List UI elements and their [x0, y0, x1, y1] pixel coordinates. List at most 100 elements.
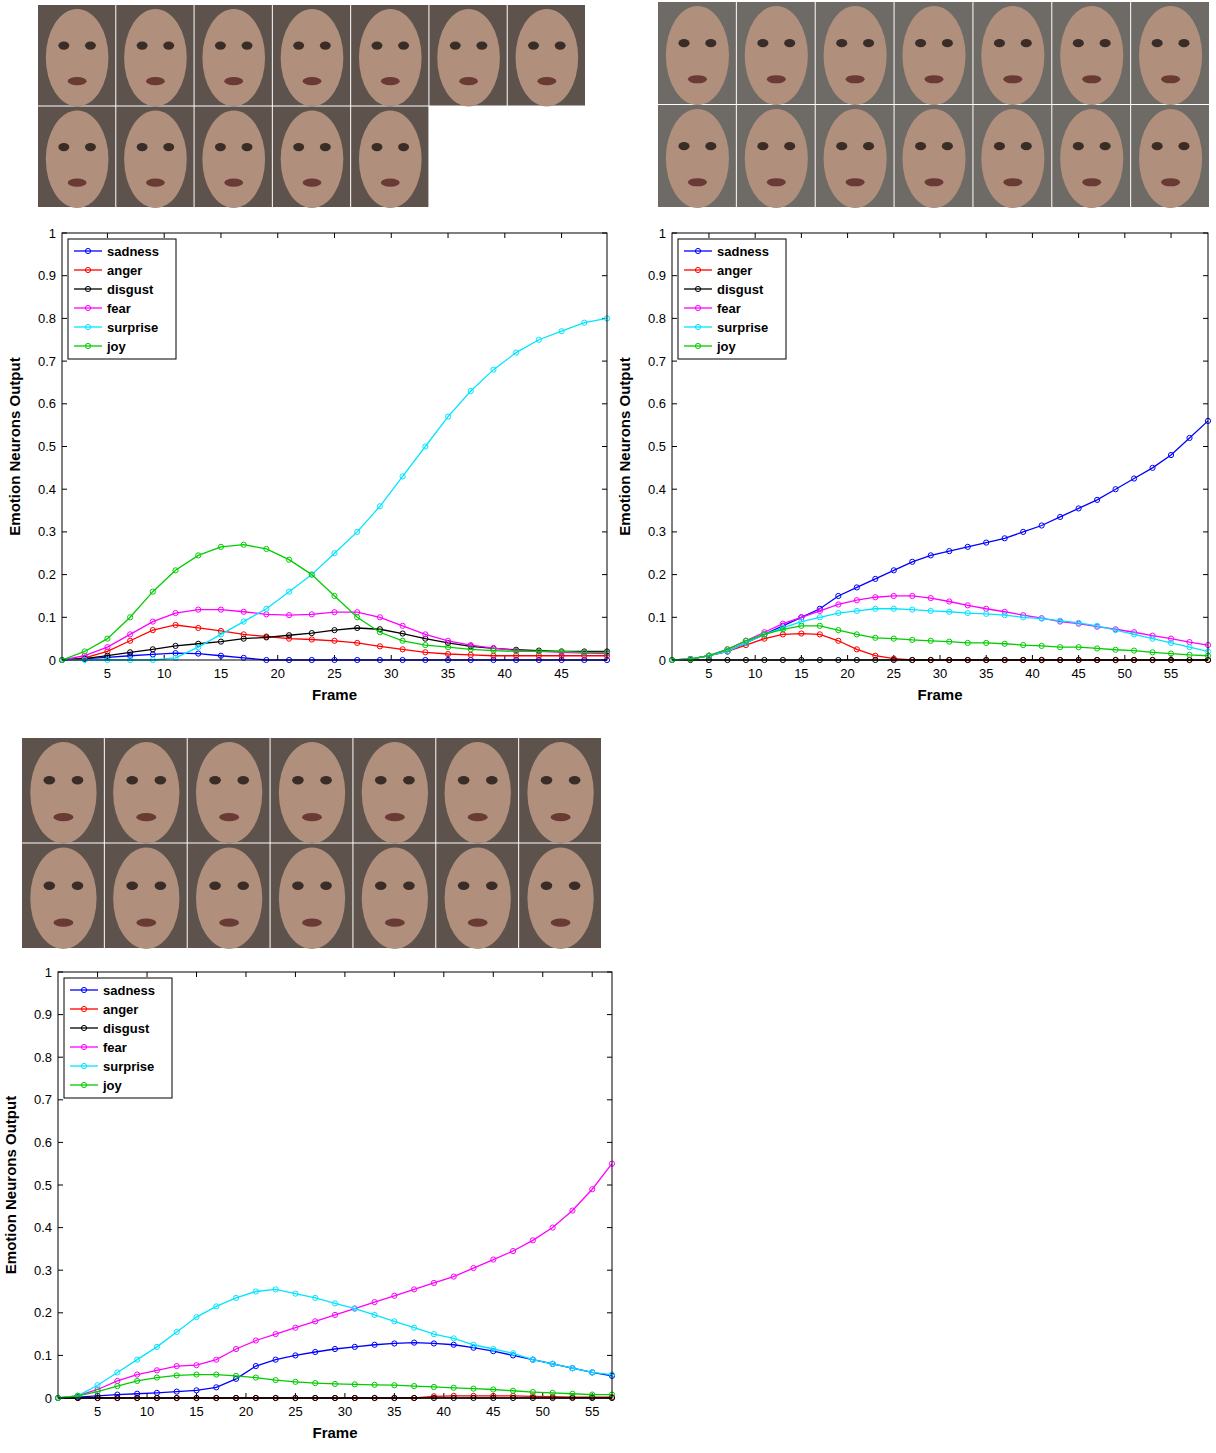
photo-bg: [658, 105, 736, 207]
x-tick-label: 35: [441, 666, 455, 681]
marker: [510, 1351, 515, 1356]
marker: [891, 568, 896, 573]
mouth: [459, 77, 478, 85]
x-axis-title: Frame: [312, 1424, 357, 1441]
x-tick-label: 35: [979, 666, 993, 681]
face: [902, 109, 965, 208]
marker: [241, 619, 246, 624]
marker: [590, 1370, 595, 1375]
photo-bg: [105, 738, 187, 843]
marker: [293, 1325, 298, 1330]
y-tick: [672, 574, 677, 575]
face-frame: [351, 5, 428, 106]
y-tick: [1203, 318, 1208, 319]
face: [46, 9, 109, 106]
marker: [451, 1336, 456, 1341]
face: [279, 848, 345, 949]
face-frame: [436, 844, 518, 949]
marker: [313, 1349, 318, 1354]
marker: [218, 544, 223, 549]
series: [669, 623, 1210, 662]
photo-bg: [1131, 105, 1209, 207]
marker: [1076, 620, 1081, 625]
legend-label: joy: [102, 1078, 123, 1093]
y-tick: [672, 531, 677, 532]
series: [55, 1340, 614, 1401]
marker: [241, 636, 246, 641]
x-tick-label: 45: [1071, 666, 1085, 681]
marker: [451, 1342, 456, 1347]
marker: [1002, 641, 1007, 646]
mouth: [303, 77, 322, 85]
y-tick: [1203, 446, 1208, 447]
y-tick: [602, 446, 607, 447]
legend-label: surprise: [717, 320, 768, 335]
y-tick: [607, 1057, 612, 1058]
data-layer: [669, 418, 1210, 662]
eye: [705, 142, 716, 150]
marker: [530, 1389, 535, 1394]
legend-label: sadness: [103, 983, 155, 998]
series: [669, 606, 1210, 662]
marker: [412, 1287, 417, 1292]
data-layer: [55, 1161, 614, 1401]
legend-marker: [695, 343, 700, 348]
marker: [1095, 646, 1100, 651]
face: [113, 742, 179, 843]
y-tick: [62, 446, 67, 447]
face: [824, 6, 887, 105]
y-tick: [58, 1014, 63, 1015]
marker: [590, 1187, 595, 1192]
marker: [105, 645, 110, 650]
eye: [155, 776, 167, 784]
marker: [1168, 452, 1173, 457]
series-line: [62, 628, 607, 660]
x-tick: [277, 655, 278, 660]
legend-label: surprise: [107, 320, 158, 335]
marker: [965, 603, 970, 608]
eye: [994, 142, 1005, 150]
marker: [530, 1238, 535, 1243]
marker: [372, 1312, 377, 1317]
mouth: [1082, 178, 1101, 186]
photo-bg: [658, 2, 736, 104]
face-frame: [973, 2, 1051, 105]
ticks: 51015202530354045505500.10.20.30.40.50.6…: [34, 965, 612, 1420]
marker: [1150, 465, 1155, 470]
y-tick: [62, 531, 67, 532]
series-line: [58, 1343, 612, 1398]
y-tick: [58, 1227, 63, 1228]
x-tick-label: 35: [387, 1404, 401, 1419]
x-tick: [493, 972, 494, 977]
marker: [799, 623, 804, 628]
x-axis-title: Frame: [312, 686, 357, 703]
photo-bg: [973, 105, 1051, 207]
marker: [1058, 645, 1063, 650]
marker: [947, 609, 952, 614]
face-frame: [273, 107, 350, 208]
eye: [863, 39, 874, 47]
x-tick: [940, 655, 941, 660]
marker: [355, 625, 360, 630]
legend-label: anger: [103, 1002, 138, 1017]
y-tick-label: 0.4: [648, 482, 666, 497]
photo-bg: [1131, 2, 1209, 104]
marker: [273, 1357, 278, 1362]
mouth: [925, 75, 944, 83]
marker: [445, 651, 450, 656]
marker: [590, 1392, 595, 1397]
marker: [332, 1346, 337, 1351]
eye: [942, 39, 953, 47]
mouth: [1003, 75, 1022, 83]
y-tick: [62, 275, 67, 276]
marker: [233, 1295, 238, 1300]
marker: [355, 640, 360, 645]
legend-marker: [81, 1082, 86, 1087]
series-line: [672, 609, 1208, 660]
marker: [445, 645, 450, 650]
face-frame: [188, 844, 270, 949]
marker: [286, 589, 291, 594]
mouth: [551, 918, 571, 926]
eye: [371, 143, 382, 151]
marker: [309, 612, 314, 617]
